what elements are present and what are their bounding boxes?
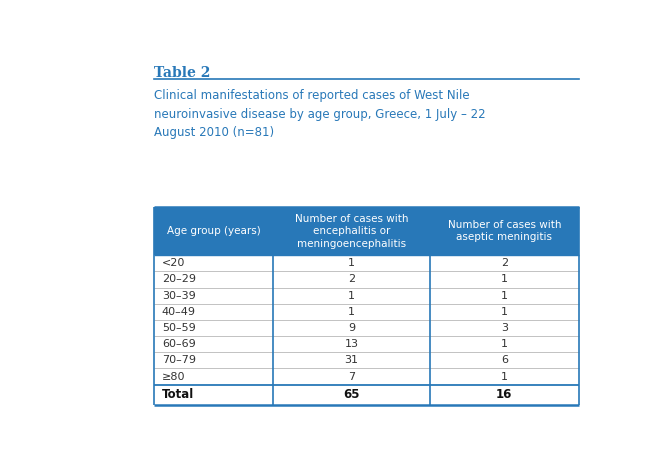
Bar	[430, 271, 579, 288]
Bar	[273, 288, 430, 304]
Bar	[273, 369, 430, 385]
Bar	[430, 255, 579, 271]
Bar	[154, 207, 273, 255]
Bar	[430, 320, 579, 336]
Bar	[430, 352, 579, 369]
Text: Number of cases with
aseptic meningitis: Number of cases with aseptic meningitis	[447, 220, 561, 242]
Bar	[154, 304, 273, 320]
Text: 3: 3	[501, 323, 508, 333]
Text: 2: 2	[348, 275, 355, 284]
Text: Clinical manifestations of reported cases of West Nile
neuroinvasive disease by : Clinical manifestations of reported case…	[154, 89, 486, 139]
Bar	[273, 271, 430, 288]
Text: 1: 1	[501, 371, 508, 382]
Bar	[154, 336, 273, 352]
Text: 40–49: 40–49	[162, 307, 196, 317]
Text: 50–59: 50–59	[162, 323, 195, 333]
Bar	[273, 320, 430, 336]
Text: 60–69: 60–69	[162, 339, 195, 349]
Bar	[154, 369, 273, 385]
Bar	[430, 288, 579, 304]
Text: 30–39: 30–39	[162, 291, 195, 300]
Text: 70–79: 70–79	[162, 356, 196, 365]
Bar	[273, 304, 430, 320]
Bar	[154, 288, 273, 304]
Bar	[273, 352, 430, 369]
Text: 65: 65	[343, 388, 360, 401]
Bar	[154, 352, 273, 369]
Text: 1: 1	[501, 307, 508, 317]
Text: 1: 1	[348, 291, 355, 300]
Text: <20: <20	[162, 258, 185, 268]
Text: Age group (years): Age group (years)	[167, 226, 261, 236]
Bar	[154, 320, 273, 336]
Bar	[430, 385, 579, 405]
Text: 16: 16	[496, 388, 513, 401]
Text: 1: 1	[501, 339, 508, 349]
Bar	[430, 304, 579, 320]
Text: 9: 9	[348, 323, 355, 333]
Bar	[273, 207, 430, 255]
Bar	[430, 336, 579, 352]
Text: 2: 2	[501, 258, 508, 268]
Text: Table 2: Table 2	[154, 66, 211, 80]
Bar	[154, 271, 273, 288]
Text: ≥80: ≥80	[162, 371, 185, 382]
Bar	[430, 369, 579, 385]
Text: Number of cases with
encephalitis or
meningoencephalitis: Number of cases with encephalitis or men…	[295, 214, 409, 249]
Text: 7: 7	[348, 371, 355, 382]
Bar	[273, 255, 430, 271]
Bar	[273, 336, 430, 352]
Text: 13: 13	[345, 339, 358, 349]
Bar	[154, 255, 273, 271]
Bar	[430, 207, 579, 255]
Text: Total: Total	[162, 388, 194, 401]
Bar	[273, 385, 430, 405]
Text: 1: 1	[348, 307, 355, 317]
Bar	[154, 385, 273, 405]
Text: 6: 6	[501, 356, 508, 365]
Text: 1: 1	[501, 275, 508, 284]
Text: 20–29: 20–29	[162, 275, 196, 284]
Text: 1: 1	[348, 258, 355, 268]
Text: 1: 1	[501, 291, 508, 300]
Text: 31: 31	[345, 356, 358, 365]
